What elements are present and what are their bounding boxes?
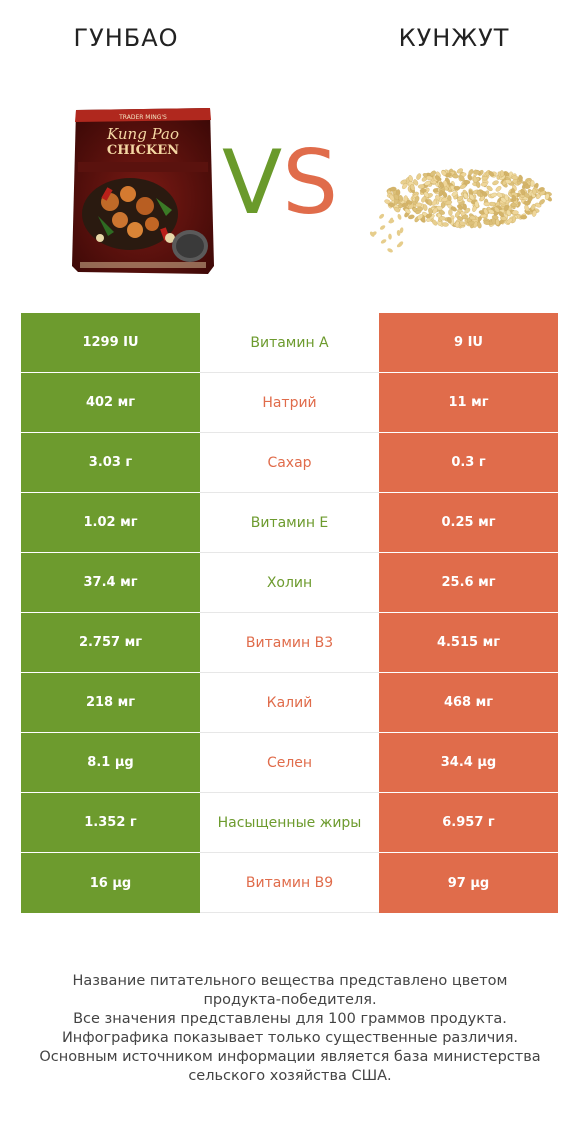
- footer-line: Название питательного вещества представл…: [72, 973, 508, 989]
- right-value: 0.25 мг: [379, 493, 558, 553]
- left-product-title: ГУНБАО: [73, 24, 179, 52]
- right-value: 11 мг: [379, 373, 558, 433]
- footer-line: Все значения представлены для 100 граммо…: [73, 1011, 507, 1027]
- vs-label: VS: [222, 131, 339, 234]
- left-value: 218 мг: [21, 673, 200, 733]
- table-row: 218 мг Калий 468 мг: [21, 673, 558, 733]
- right-value: 9 IU: [379, 313, 558, 373]
- package-name-line2: CHICKEN: [107, 143, 179, 158]
- right-value: 6.957 г: [379, 793, 558, 853]
- left-value: 8.1 µg: [21, 733, 200, 793]
- table-row: 1.02 мг Витамин E 0.25 мг: [21, 493, 558, 553]
- table-row: 2.757 мг Витамин B3 4.515 мг: [21, 613, 558, 673]
- table-row: 1.352 г Насыщенные жиры 6.957 г: [21, 793, 558, 853]
- left-value: 1.352 г: [21, 793, 200, 853]
- right-value: 25.6 мг: [379, 553, 558, 613]
- right-product-title: КУНЖУТ: [398, 24, 510, 52]
- footer-line: Основным источником информации является …: [39, 1049, 541, 1065]
- nutrient-name: Селен: [200, 733, 379, 793]
- right-value: 97 µg: [379, 853, 558, 913]
- left-value: 2.757 мг: [21, 613, 200, 673]
- nutrient-name: Холин: [200, 553, 379, 613]
- nutrient-name: Витамин B3: [200, 613, 379, 673]
- package-name-line1: Kung Pao: [106, 125, 179, 143]
- footer-line: продукта-победителя.: [203, 992, 377, 1008]
- package-brand: TRADER MING'S: [118, 114, 167, 121]
- footer-line: Инфографика показывает только существенн…: [61, 1030, 519, 1046]
- nutrient-name: Насыщенные жиры: [200, 793, 379, 853]
- table-row: 37.4 мг Холин 25.6 мг: [21, 553, 558, 613]
- nutrient-name: Витамин A: [200, 313, 379, 373]
- left-value: 37.4 мг: [21, 553, 200, 613]
- nutrient-name: Витамин E: [200, 493, 379, 553]
- kung-pao-chicken-image: TRADER MING'S Kung Pao CHICKEN: [70, 106, 216, 276]
- footer-line: сельского хозяйства США.: [188, 1068, 392, 1084]
- nutrient-name: Натрий: [200, 373, 379, 433]
- left-value: 1.02 мг: [21, 493, 200, 553]
- table-row: 3.03 г Сахар 0.3 г: [21, 433, 558, 493]
- left-value: 402 мг: [21, 373, 200, 433]
- table-row: 402 мг Натрий 11 мг: [21, 373, 558, 433]
- nutrient-name: Витамин B9: [200, 853, 379, 913]
- left-value: 1299 IU: [21, 313, 200, 373]
- left-value: 3.03 г: [21, 433, 200, 493]
- left-value: 16 µg: [21, 853, 200, 913]
- footer-notes: Название питательного вещества представл…: [20, 972, 560, 1086]
- table-row: 16 µg Витамин B9 97 µg: [21, 853, 558, 913]
- nutrient-name: Сахар: [200, 433, 379, 493]
- table-row: 8.1 µg Селен 34.4 µg: [21, 733, 558, 793]
- nutrient-name: Калий: [200, 673, 379, 733]
- right-value: 4.515 мг: [379, 613, 558, 673]
- right-value: 34.4 µg: [379, 733, 558, 793]
- sesame-seeds-image: [368, 136, 558, 256]
- right-value: 0.3 г: [379, 433, 558, 493]
- right-value: 468 мг: [379, 673, 558, 733]
